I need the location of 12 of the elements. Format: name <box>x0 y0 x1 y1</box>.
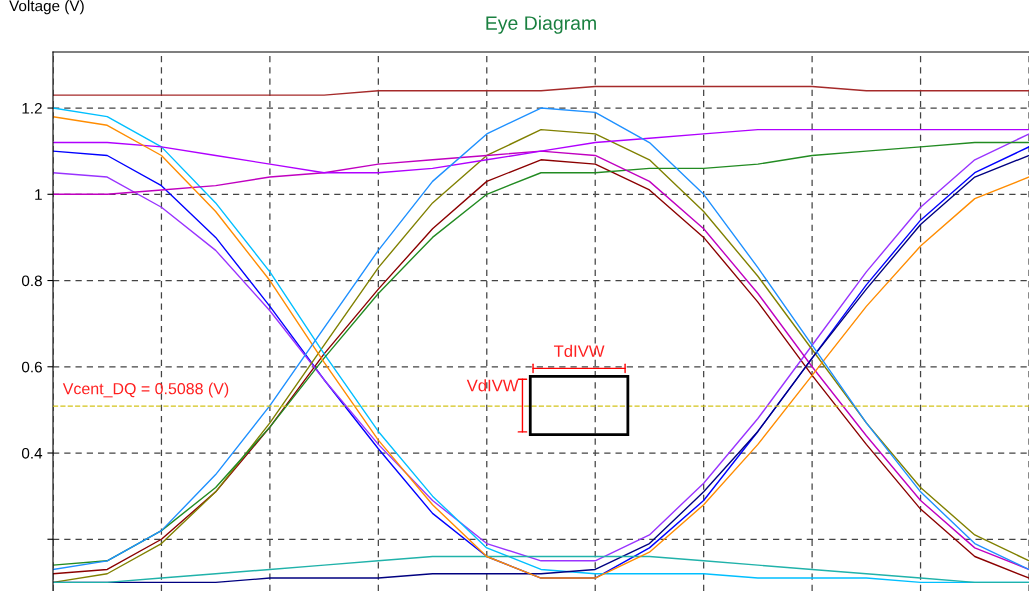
ref-line-label: Vcent_DQ = 0.5088 (V) <box>62 382 229 398</box>
y-tick-label: 1.2 <box>22 102 42 114</box>
y-tick-label: 0.8 <box>21 275 42 287</box>
y-tick-label: 0.4 <box>21 447 43 459</box>
chart-title: Eye Diagram <box>486 15 596 34</box>
line-series <box>53 128 1029 174</box>
y-axis-title: Voltage (V) <box>9 0 84 15</box>
line-series <box>53 555 1029 584</box>
y-tick-label: 1 <box>35 189 42 200</box>
annotation: VdIVW <box>466 379 519 392</box>
annotation: TdIVW <box>553 344 605 358</box>
y-tick-label: 0.6 <box>21 361 42 373</box>
